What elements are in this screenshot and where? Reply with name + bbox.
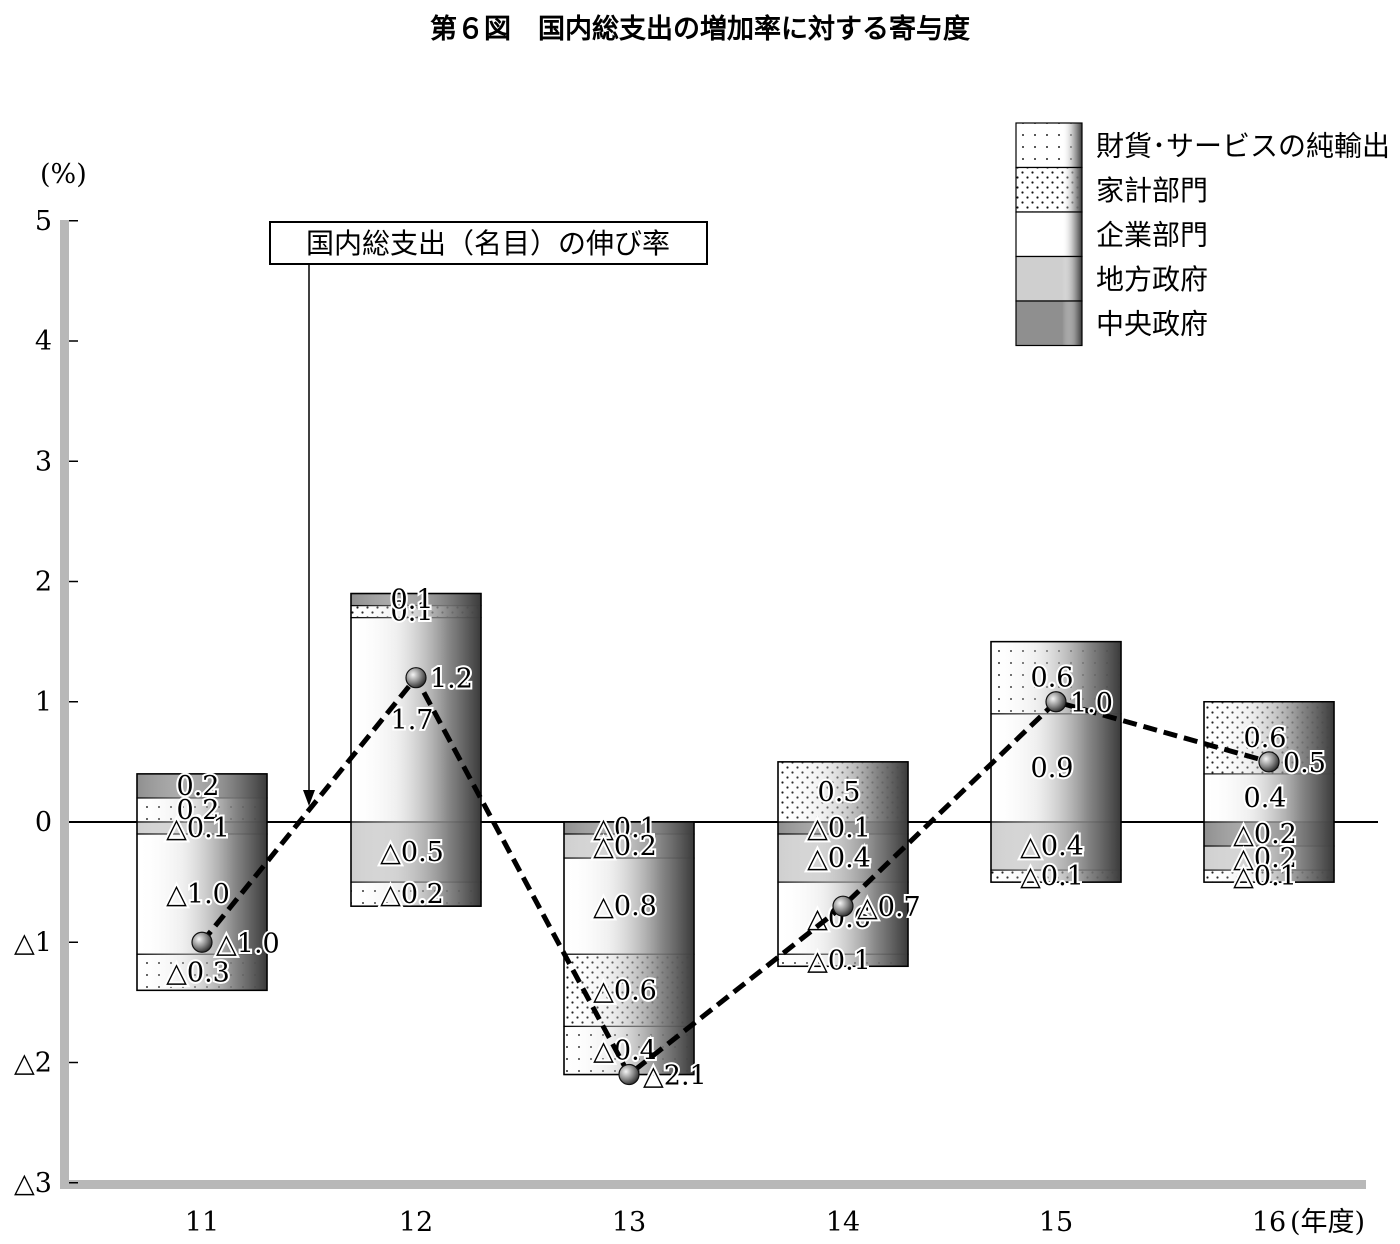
legend-label-corporate: 企業部門 [1096, 218, 1208, 251]
segment-value-label: 0.6 [1031, 663, 1074, 694]
x-tick-label: 15 [1039, 1207, 1073, 1238]
legend-swatch-shade [1015, 166, 1083, 213]
legend-label-net_exports: 財貨･サービスの純輸出 [1096, 129, 1390, 162]
bar-outline [1203, 701, 1335, 883]
y-axis-line [60, 220, 69, 1189]
bar-shading [1204, 701, 1334, 883]
growth-point-marker [405, 667, 427, 689]
x-tick-label: 16 [1252, 1207, 1286, 1238]
segment-value-label: △0.2 [593, 831, 657, 862]
legend-swatch-shade [1015, 122, 1083, 169]
growth-point-label: 1.0 [1070, 688, 1113, 719]
growth-point-label: 1.2 [430, 664, 473, 695]
growth-point-marker [832, 895, 854, 917]
growth-point-marker [1045, 691, 1067, 713]
segment-value-label: △0.1 [1233, 861, 1297, 892]
y-tick-label: 5 [35, 206, 52, 237]
segment-value-label: △0.6 [593, 975, 657, 1006]
bar-15 [990, 640, 1122, 883]
segment-value-label: 0.1 [391, 597, 434, 628]
legend-swatch-shade [1015, 255, 1083, 302]
segment-value-label: 0.2 [177, 795, 220, 826]
bar-outline [350, 592, 482, 907]
x-tick-label: 14 [826, 1207, 860, 1238]
y-tick-label: 1 [35, 687, 52, 718]
segment-value-label: 1.7 [391, 705, 434, 736]
line-annotation: 国内総支出（名目）の伸び率 [269, 221, 708, 806]
segment-value-label: △1.0 [166, 879, 230, 910]
y-tick-label: 2 [35, 567, 52, 598]
segment-value-label: △0.2 [1233, 843, 1297, 874]
y-axis-ticks: 5 4 3 2 1 0 △1 △2 △3 [14, 206, 78, 1199]
segment-value-label: △0.8 [593, 891, 657, 922]
growth-point-label: 0.5 [1283, 748, 1326, 779]
segment-value-label: △0.1 [1020, 861, 1084, 892]
x-tick-label: 12 [399, 1207, 433, 1238]
segment-labels: 0.20.2△0.1△1.0△0.31.70.10.1△0.5△0.2△0.1△… [164, 583, 1299, 1069]
segment-value-label: 0.4 [1244, 783, 1287, 814]
growth-point-label: △0.7 [857, 892, 921, 923]
bar-12 [350, 592, 482, 907]
bar-shading [351, 593, 481, 907]
chart-title: 第６図 国内総支出の増加率に対する寄与度 [430, 13, 970, 45]
segment-value-label: △0.1 [166, 813, 230, 844]
y-tick-label: △2 [14, 1048, 52, 1079]
legend-label-local_gov: 地方政府 [1096, 263, 1208, 296]
bar-shading [564, 822, 694, 1075]
y-tick-label: 0 [35, 807, 52, 838]
bar-shading [137, 773, 267, 991]
annotation-box [269, 221, 708, 265]
y-tick-label: 4 [35, 326, 52, 357]
y-tick-label: 3 [35, 446, 52, 477]
x-tick-label: 13 [612, 1207, 646, 1238]
y-tick-label: △1 [14, 927, 52, 958]
legend-swatch-shade [1015, 211, 1083, 258]
growth-point-marker [618, 1063, 640, 1086]
segment-value-label: 0.1 [391, 585, 434, 616]
bar-shading [991, 641, 1121, 883]
segment-value-label: △0.4 [807, 843, 871, 874]
segment-value-label: 0.6 [1244, 723, 1287, 754]
segment-value-label: △0.1 [593, 813, 657, 844]
segment-value-label: △0.2 [1233, 819, 1297, 850]
annotation-text: 国内総支出（名目）の伸び率 [306, 227, 670, 260]
segment-value-label: 0.2 [177, 771, 220, 802]
bars [136, 592, 1335, 1076]
x-tick-label: 11 [185, 1207, 219, 1238]
segment-value-label: △0.4 [593, 1035, 657, 1066]
growth-line-path [200, 673, 1270, 1079]
x-axis-ticks: 11 12 13 14 15 16 (年度) [185, 1207, 1365, 1238]
segment-value-label: △0.4 [1020, 831, 1084, 862]
legend-label-household: 家計部門 [1096, 174, 1208, 207]
annotation-arrow-head [303, 790, 315, 806]
x-unit-label: (年度) [1290, 1207, 1365, 1238]
segment-value-label: 0.9 [1031, 753, 1074, 784]
bar-outline [777, 761, 909, 968]
x-axis-line [60, 1180, 1366, 1189]
growth-line: △1.0 1.2 △2.1 △0.7 1.0 0.5 [191, 662, 1328, 1094]
growth-point-label: △2.1 [643, 1061, 707, 1092]
segment-value-label: △0.3 [166, 957, 230, 988]
segment-value-label: △0.1 [807, 813, 871, 844]
growth-point-marker [191, 931, 213, 953]
legend-swatch-shade [1015, 300, 1083, 347]
segment-value-label: △0.1 [807, 945, 871, 976]
y-tick-label: △3 [14, 1168, 52, 1199]
bar-16 [1203, 701, 1335, 883]
segment-value-label: △0.5 [380, 837, 444, 868]
y-unit-label: (%) [40, 159, 87, 190]
segment-value-label: △0.2 [380, 879, 444, 910]
growth-point-label: △1.0 [216, 928, 280, 959]
growth-point-marker [1258, 751, 1280, 773]
segment-value-label: 0.5 [818, 777, 861, 808]
legend-label-central_gov: 中央政府 [1096, 307, 1208, 340]
bar-11 [136, 773, 268, 992]
bar-outline [136, 773, 268, 992]
